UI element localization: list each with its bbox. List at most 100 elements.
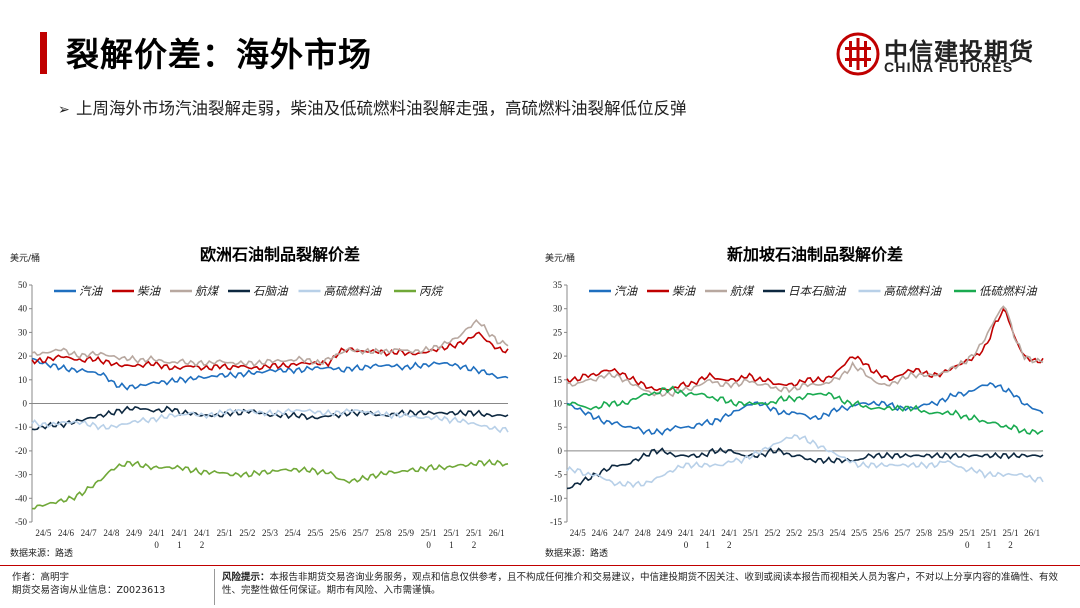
x-tick-label: 1	[449, 540, 454, 550]
x-tick-label: 25/2	[786, 528, 802, 538]
x-tick-label: 24/1	[721, 528, 737, 538]
y-tick-label: 5	[558, 422, 563, 432]
footer-license: 期货交易咨询从业信息：Z0023613	[12, 585, 166, 596]
legend-entry: 柴油	[137, 284, 161, 298]
legend-entry: 高硫燃料油	[884, 284, 943, 298]
unit-label: 美元/桶	[545, 252, 575, 264]
x-tick-label: 25/1	[959, 528, 975, 538]
y-tick-label: 35	[553, 280, 563, 290]
legend-entry: 航煤	[730, 284, 754, 298]
x-tick-label: 25/8	[375, 528, 392, 538]
risk-label: 风险提示：	[222, 572, 270, 583]
legend-entry: 丙烷	[419, 284, 443, 298]
y-tick-label: 30	[18, 327, 28, 337]
x-tick-label: 24/1	[678, 528, 694, 538]
footer-risk-block: 风险提示：本报告非期货交易咨询业务服务，观点和信息仅供参考，且不构成任何推介和交…	[222, 571, 1062, 597]
series-line	[566, 385, 1044, 435]
y-tick-label: -50	[15, 517, 27, 527]
x-tick-label: 24/6	[591, 528, 608, 538]
x-tick-label: 24/7	[81, 528, 98, 538]
x-tick-label: 25/1	[443, 528, 459, 538]
europe-crack-spread-chart: 美元/桶 欧洲石油制品裂解价差-50-40-30-20-1001020304050…	[10, 245, 509, 559]
x-tick-label: 24/8	[635, 528, 652, 538]
summary-text: 上周海外市场汽油裂解走弱，柴油及低硫燃料油裂解走强，高硫燃料油裂解低位反弹	[76, 99, 687, 118]
series-line	[31, 458, 509, 510]
data-source: 数据来源：路透	[545, 547, 608, 559]
company-logo: 中信建投期货 CHINA FUTURES	[836, 30, 1046, 80]
x-tick-label: 25/9	[938, 528, 955, 538]
legend-entry: 汽油	[79, 284, 103, 298]
footer-vertical-divider	[214, 569, 215, 605]
x-tick-label: 25/3	[262, 528, 279, 538]
x-tick-label: 25/1	[743, 528, 759, 538]
y-tick-label: 20	[18, 351, 28, 361]
y-tick-label: 20	[553, 351, 563, 361]
series-line	[566, 307, 1044, 392]
x-tick-label: 1	[987, 540, 992, 550]
x-tick-label: 25/2	[765, 528, 781, 538]
footer-author: 作者：高明宇	[12, 572, 70, 583]
x-tick-label: 25/1	[981, 528, 997, 538]
series-line	[566, 434, 1044, 489]
y-tick-label: -30	[15, 470, 27, 480]
y-tick-label: -15	[550, 517, 562, 527]
china-futures-logo-icon	[836, 32, 880, 76]
y-tick-label: 10	[18, 375, 28, 385]
y-tick-label: -10	[550, 493, 562, 503]
x-tick-label: 24/7	[613, 528, 630, 538]
legend-entry: 石脑油	[253, 284, 289, 298]
y-tick-label: -40	[15, 493, 27, 503]
x-tick-label: 25/1	[466, 528, 482, 538]
x-tick-label: 0	[965, 540, 970, 550]
x-tick-label: 25/8	[916, 528, 933, 538]
y-tick-label: 25	[553, 327, 563, 337]
x-tick-label: 25/1	[421, 528, 437, 538]
chart-title: 新加坡石油制品裂解价差	[727, 245, 903, 264]
x-tick-label: 24/1	[171, 528, 187, 538]
y-tick-label: 0	[23, 399, 28, 409]
y-tick-label: 15	[553, 375, 563, 385]
x-tick-label: 2	[472, 540, 477, 550]
x-tick-label: 24/1	[700, 528, 716, 538]
series-line	[31, 405, 509, 431]
x-tick-label: 25/1	[217, 528, 233, 538]
legend-entry: 高硫燃料油	[324, 284, 383, 298]
x-tick-label: 26/1	[1024, 528, 1040, 538]
series-line	[31, 408, 509, 434]
x-tick-label: 25/6	[873, 528, 890, 538]
x-tick-label: 1	[177, 540, 182, 550]
footer-author-block: 作者：高明宇 期货交易咨询从业信息：Z0023613	[12, 571, 165, 597]
risk-text: 本报告非期货交易咨询业务服务，观点和信息仅供参考，且不构成任何推介和交易建议，中…	[222, 572, 1059, 596]
x-tick-label: 25/4	[829, 528, 846, 538]
x-tick-label: 0	[154, 540, 159, 550]
x-tick-label: 25/5	[307, 528, 324, 538]
data-source: 数据来源：路透	[10, 547, 73, 559]
y-tick-label: -5	[555, 470, 563, 480]
x-tick-label: 24/8	[103, 528, 120, 538]
series-line	[566, 305, 1044, 398]
chart-title: 欧洲石油制品裂解价差	[200, 245, 360, 264]
x-tick-label: 25/1	[1003, 528, 1019, 538]
x-tick-label: 26/1	[489, 528, 505, 538]
x-tick-label: 25/7	[894, 528, 911, 538]
legend-entry: 日本石脑油	[788, 284, 847, 298]
x-tick-label: 25/5	[851, 528, 868, 538]
summary-bullet: ➢ 上周海外市场汽油裂解走弱，柴油及低硫燃料油裂解走强，高硫燃料油裂解低位反弹	[58, 95, 687, 119]
footer-divider-line	[0, 565, 1080, 566]
x-tick-label: 25/2	[239, 528, 255, 538]
y-tick-label: -20	[15, 446, 27, 456]
y-tick-label: 50	[18, 280, 28, 290]
y-tick-label: 10	[553, 399, 563, 409]
x-tick-label: 24/6	[58, 528, 75, 538]
series-line	[31, 357, 509, 391]
series-line	[566, 381, 1044, 436]
legend-entry: 低硫燃料油	[979, 284, 1038, 298]
x-tick-label: 1	[705, 540, 710, 550]
logo-name-en: CHINA FUTURES	[884, 59, 1014, 75]
x-tick-label: 25/9	[398, 528, 415, 538]
x-tick-label: 24/5	[570, 528, 587, 538]
x-tick-label: 24/5	[35, 528, 52, 538]
series-line	[31, 331, 509, 371]
x-tick-label: 25/6	[330, 528, 347, 538]
x-tick-label: 2	[727, 540, 732, 550]
